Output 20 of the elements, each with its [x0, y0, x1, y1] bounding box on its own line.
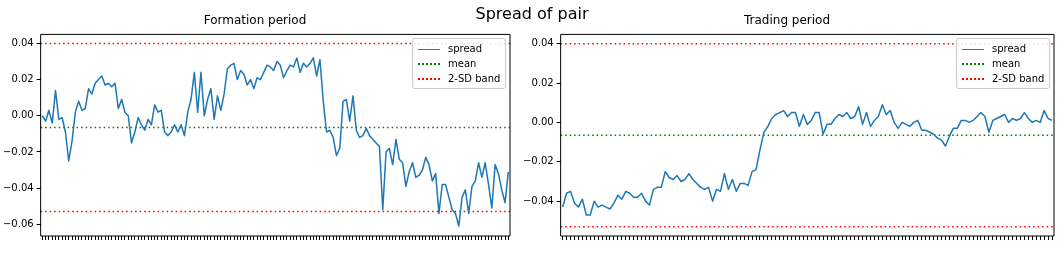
y-tick-label: −0.04 [522, 194, 554, 206]
y-tick-label: 0.04 [531, 37, 554, 49]
y-tick-label: −0.02 [2, 145, 34, 157]
text: Spread of pair [475, 4, 589, 23]
legend-label: 2-SD band [448, 73, 501, 85]
chart-title: Trading period [742, 13, 831, 28]
legend-label: mean [992, 58, 1021, 70]
y-tick-label: −0.06 [2, 217, 34, 229]
chart-title: Formation period [203, 13, 307, 28]
legend-label: spread [992, 43, 1027, 55]
y-tick-label: 0.00 [11, 109, 34, 121]
legend-label: spread [448, 43, 483, 55]
y-tick-label: 0.02 [11, 73, 34, 85]
y-tick-label: 0.02 [531, 76, 554, 88]
y-tick-label: −0.04 [2, 181, 34, 193]
legend-label: 2-SD band [992, 73, 1045, 85]
legend-label: mean [448, 58, 477, 70]
y-tick-label: 0.04 [11, 37, 34, 49]
y-tick-label: −0.02 [522, 155, 554, 167]
y-tick-label: 0.00 [531, 116, 554, 127]
